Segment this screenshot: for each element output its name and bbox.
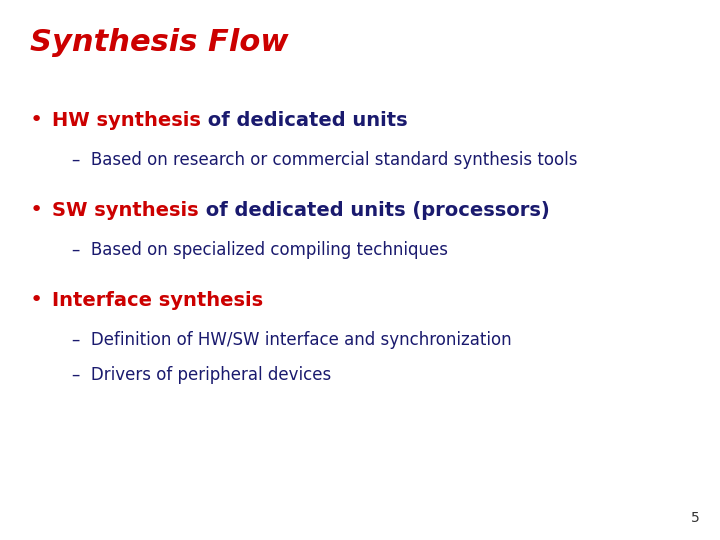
Text: 5: 5 xyxy=(691,511,700,525)
Text: •: • xyxy=(30,110,43,130)
Text: •: • xyxy=(30,200,43,220)
Text: Interface synthesis: Interface synthesis xyxy=(52,291,263,309)
Text: –  Definition of HW/SW interface and synchronization: – Definition of HW/SW interface and sync… xyxy=(72,331,512,349)
Text: Synthesis Flow: Synthesis Flow xyxy=(30,28,289,57)
Text: –  Based on research or commercial standard synthesis tools: – Based on research or commercial standa… xyxy=(72,151,577,169)
Text: of dedicated units (processors): of dedicated units (processors) xyxy=(199,200,549,219)
Text: HW synthesis: HW synthesis xyxy=(52,111,201,130)
Text: –  Based on specialized compiling techniques: – Based on specialized compiling techniq… xyxy=(72,241,448,259)
Text: •: • xyxy=(30,290,43,310)
Text: SW synthesis: SW synthesis xyxy=(52,200,199,219)
Text: –  Drivers of peripheral devices: – Drivers of peripheral devices xyxy=(72,366,331,384)
Text: of dedicated units: of dedicated units xyxy=(201,111,408,130)
